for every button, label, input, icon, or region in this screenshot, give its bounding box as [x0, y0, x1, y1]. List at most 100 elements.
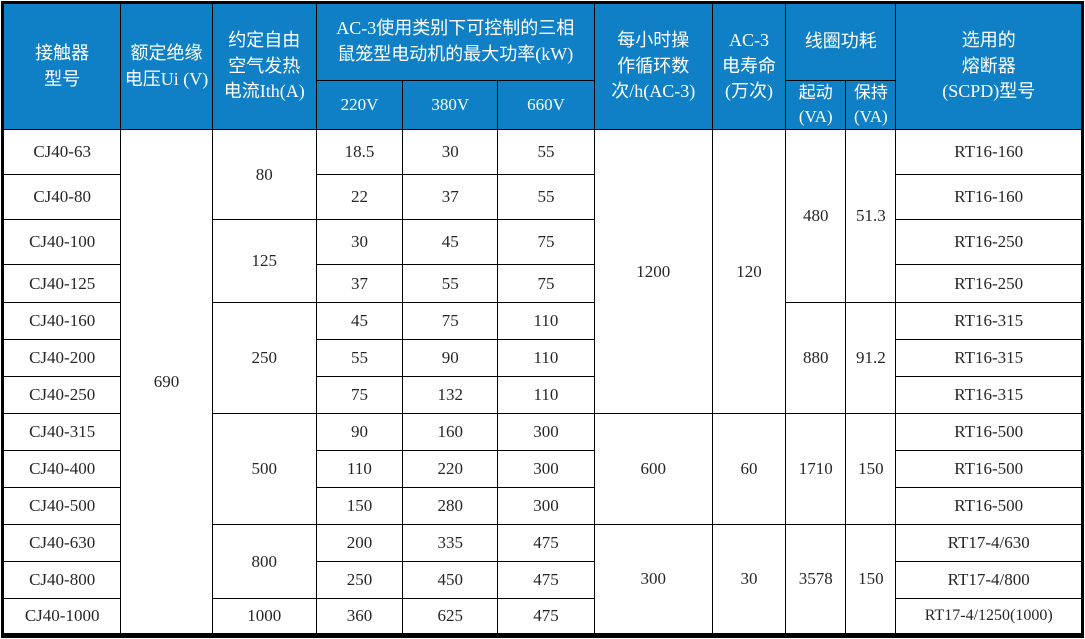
power-220-cell: 55	[315, 339, 404, 378]
power-660-cell: 300	[497, 487, 595, 526]
coil-start-cell: 880	[785, 302, 847, 415]
header-coil-consumption-group: 线圈功耗	[785, 2, 897, 81]
life-cell: 120	[711, 129, 787, 415]
fuse-cell: RT16-500	[895, 450, 1083, 489]
header-fuse-type: 选用的 熔断器 (SCPD)型号	[895, 1, 1083, 131]
life-cell: 30	[711, 524, 787, 637]
ith-cell: 80	[211, 129, 317, 221]
fuse-cell: RT16-315	[895, 339, 1083, 378]
header-rated-insulation-voltage: 额定绝缘 电压Ui (V)	[120, 1, 213, 131]
ith-cell: 800	[211, 524, 317, 600]
header-conventional-thermal-current: 约定自由 空气发热 电流Ith(A)	[211, 1, 317, 131]
table-row: CJ40-800 250 450 475 RT17-4/800	[1, 561, 1083, 600]
table-row: CJ40-315 500 90 160 300 600 60 1710 150 …	[1, 413, 1083, 526]
cycles-cell: 300	[593, 524, 713, 637]
table-row: CJ40-630 800 200 335 475 300 30 3578 150…	[1, 524, 1083, 637]
fuse-cell: RT17-4/630	[895, 524, 1083, 563]
power-660-cell: 55	[497, 174, 595, 221]
power-660-cell: 300	[497, 450, 595, 489]
ith-cell: 1000	[211, 598, 317, 637]
coil-start-cell: 480	[785, 129, 847, 304]
power-380-cell: 30	[402, 129, 499, 176]
model-cell: CJ40-800	[1, 561, 122, 600]
header-660v: 660V	[497, 79, 595, 131]
fuse-cell: RT17-4/800	[895, 561, 1083, 600]
power-220-cell: 90	[315, 413, 404, 452]
table-row: CJ40-400 110 220 300 RT16-500	[1, 450, 1083, 489]
power-380-cell: 55	[402, 264, 499, 304]
fuse-cell: RT16-315	[895, 376, 1083, 415]
power-380-cell: 75	[402, 302, 499, 341]
power-220-cell: 110	[315, 450, 404, 489]
power-660-cell: 110	[497, 302, 595, 341]
power-380-cell: 450	[402, 561, 499, 600]
model-cell: CJ40-63	[1, 129, 122, 176]
table-row: CJ40-100 125 30 45 75 RT16-250	[1, 219, 1083, 304]
table-row: CJ40-63 690 80 18.5 30 55 1200 120 480 5…	[1, 129, 1083, 637]
coil-hold-cell: 150	[845, 524, 897, 637]
ui-voltage-cell: 690	[120, 129, 213, 637]
power-220-cell: 150	[315, 487, 404, 526]
power-220-cell: 37	[315, 264, 404, 304]
header-220v: 220V	[315, 79, 404, 131]
cycles-cell: 600	[593, 413, 713, 526]
table-row: CJ40-250 75 132 110 RT16-315	[1, 376, 1083, 415]
fuse-cell: RT16-500	[895, 487, 1083, 526]
fuse-cell: RT16-315	[895, 302, 1083, 341]
header-operating-cycles: 每小时操 作循环数 次/h(AC-3)	[593, 1, 713, 131]
power-220-cell: 22	[315, 174, 404, 221]
ith-cell: 500	[211, 413, 317, 526]
coil-hold-cell: 150	[845, 413, 897, 526]
model-cell: CJ40-250	[1, 376, 122, 415]
fuse-cell: RT16-160	[895, 129, 1083, 176]
cycles-cell: 1200	[593, 129, 713, 415]
power-380-cell: 90	[402, 339, 499, 378]
ith-cell: 250	[211, 302, 317, 415]
fuse-cell: RT16-250	[895, 219, 1083, 266]
power-660-cell: 75	[497, 219, 595, 266]
header-coil-hold: 保持 (VA)	[845, 79, 897, 131]
power-380-cell: 335	[402, 524, 499, 563]
table-row: CJ40-125 37 55 75 RT16-250	[1, 264, 1083, 304]
ith-cell: 125	[211, 219, 317, 304]
header-max-power-group: AC-3使用类别下可控制的三相 鼠笼型电动机的最大功率(kW)	[315, 2, 595, 81]
power-220-cell: 250	[315, 561, 404, 600]
coil-start-cell: 3578	[785, 524, 847, 637]
power-660-cell: 75	[497, 264, 595, 304]
model-cell: CJ40-100	[1, 219, 122, 266]
header-electrical-life: AC-3 电寿命 (万次)	[711, 1, 787, 131]
model-cell: CJ40-315	[1, 413, 122, 452]
power-220-cell: 200	[315, 524, 404, 563]
power-220-cell: 75	[315, 376, 404, 415]
header-model: 接触器 型号	[1, 1, 122, 131]
power-220-cell: 30	[315, 219, 404, 266]
power-660-cell: 300	[497, 413, 595, 452]
fuse-cell: RT16-250	[895, 264, 1083, 304]
power-220-cell: 18.5	[315, 129, 404, 176]
power-660-cell: 475	[497, 598, 595, 637]
header-coil-start: 起动 (VA)	[785, 79, 847, 131]
model-cell: CJ40-500	[1, 487, 122, 526]
power-660-cell: 110	[497, 339, 595, 378]
power-380-cell: 132	[402, 376, 499, 415]
power-380-cell: 220	[402, 450, 499, 489]
power-380-cell: 45	[402, 219, 499, 266]
model-cell: CJ40-630	[1, 524, 122, 563]
power-380-cell: 280	[402, 487, 499, 526]
power-660-cell: 55	[497, 129, 595, 176]
table-row: CJ40-500 150 280 300 RT16-500	[1, 487, 1083, 526]
fuse-cell: RT16-500	[895, 413, 1083, 452]
power-380-cell: 160	[402, 413, 499, 452]
model-cell: CJ40-200	[1, 339, 122, 378]
header-380v: 380V	[402, 79, 499, 131]
power-660-cell: 110	[497, 376, 595, 415]
model-cell: CJ40-160	[1, 302, 122, 341]
coil-hold-cell: 91.2	[845, 302, 897, 415]
table-body: CJ40-63 690 80 18.5 30 55 1200 120 480 5…	[1, 129, 1083, 637]
table-row: CJ40-80 22 37 55 RT16-160	[1, 174, 1083, 221]
table-row: CJ40-200 55 90 110 RT16-315	[1, 339, 1083, 378]
model-cell: CJ40-1000	[1, 598, 122, 637]
table-header: 接触器 型号 额定绝缘 电压Ui (V) 约定自由 空气发热 电流Ith(A) …	[1, 1, 1083, 131]
